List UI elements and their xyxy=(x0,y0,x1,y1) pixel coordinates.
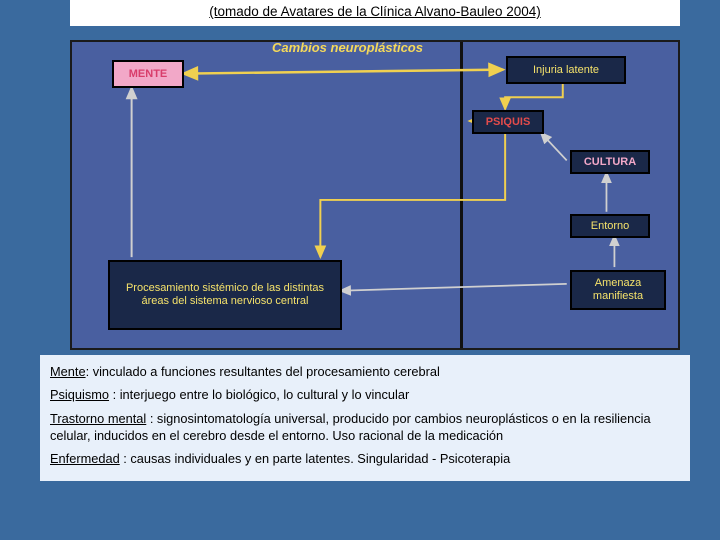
node-injuria: Injuria latente xyxy=(506,56,626,84)
arrow-7 xyxy=(320,133,505,257)
arrow-0 xyxy=(183,70,503,74)
definition-body: : vinculado a funciones resultantes del … xyxy=(86,364,440,379)
definition-item: Enfermedad : causas individuales y en pa… xyxy=(50,450,680,467)
definition-body: : interjuego entre lo biológico, lo cult… xyxy=(109,387,409,402)
slide-container: (tomado de Avatares de la Clínica Alvano… xyxy=(0,0,720,540)
definition-item: Trastorno mental : signosintomatología u… xyxy=(50,410,680,445)
node-psiquis: PSIQUIS xyxy=(472,110,544,134)
definitions-panel: Mente: vinculado a funciones resultantes… xyxy=(40,355,690,481)
node-entorno: Entorno xyxy=(570,214,650,238)
citation-title: (tomado de Avatares de la Clínica Alvano… xyxy=(70,0,680,26)
arrow-2 xyxy=(541,133,567,161)
definition-item: Psiquismo : interjuego entre lo biológic… xyxy=(50,386,680,403)
definition-term: Enfermedad xyxy=(50,451,120,466)
node-proces: Procesamiento sistémico de las distintas… xyxy=(108,260,342,330)
definition-body: : causas individuales y en parte latente… xyxy=(120,451,511,466)
node-cultura: CULTURA xyxy=(570,150,650,174)
node-amenaza: Amenaza manifiesta xyxy=(570,270,666,310)
definition-item: Mente: vinculado a funciones resultantes… xyxy=(50,363,680,380)
arrow-8 xyxy=(505,83,563,109)
top-label-neuroplastic: Cambios neuroplásticos xyxy=(272,40,423,55)
definition-term: Trastorno mental xyxy=(50,411,146,426)
node-mente: MENTE xyxy=(112,60,184,88)
diagram-frame: Cambios neuroplásticos MENTE Injuria late… xyxy=(70,40,680,350)
definition-term: Mente xyxy=(50,364,86,379)
definition-term: Psiquismo xyxy=(50,387,109,402)
arrow-5 xyxy=(340,284,567,291)
diagram-inner: Cambios neuroplásticos MENTE Injuria late… xyxy=(72,42,678,348)
